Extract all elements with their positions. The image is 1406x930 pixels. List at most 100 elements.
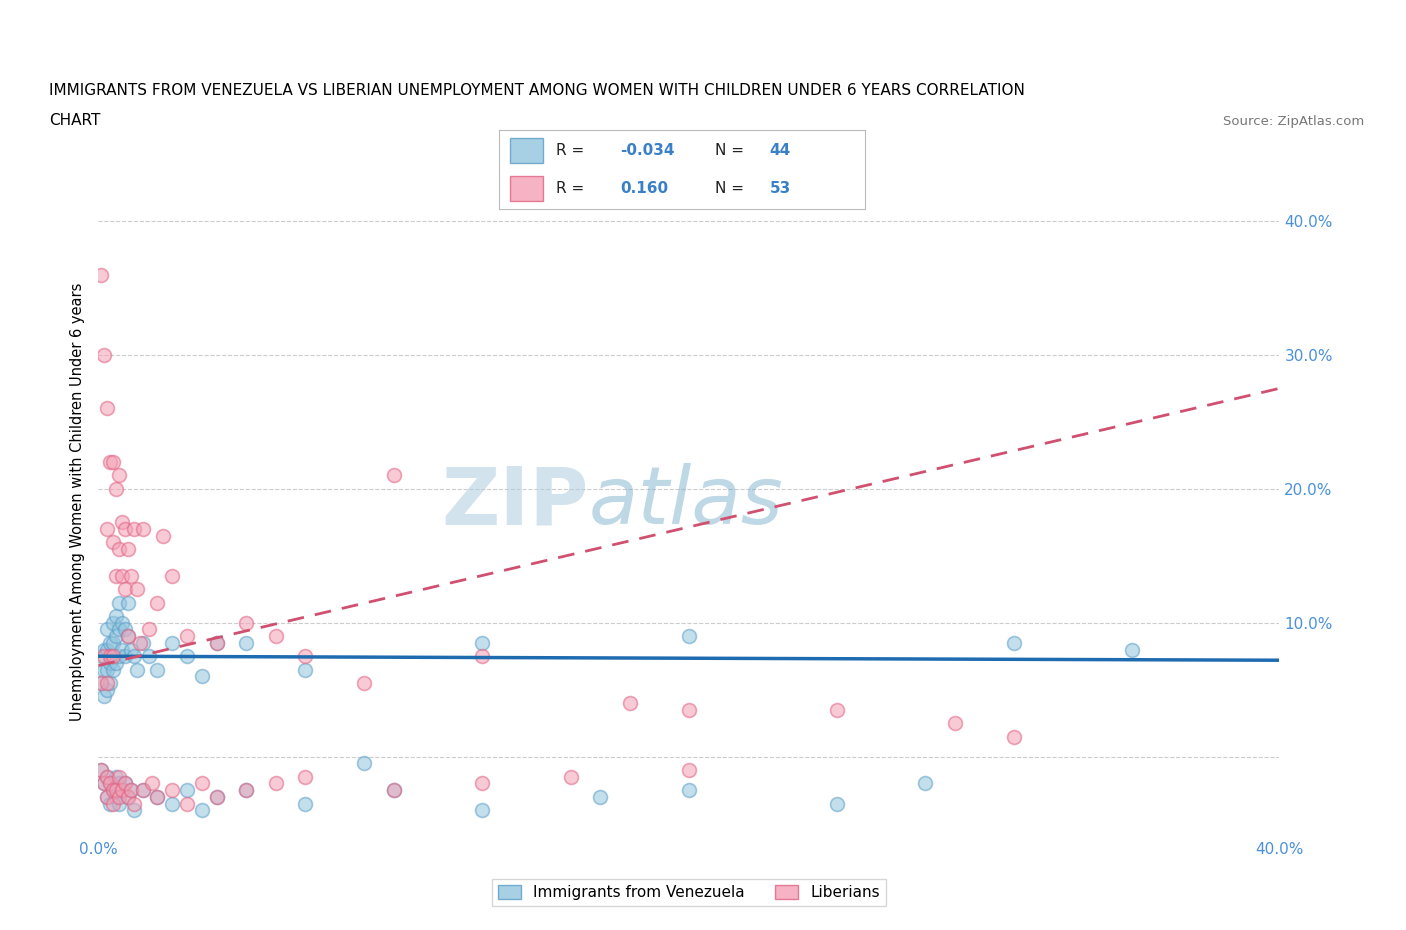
Point (90, 675, 112, 690)
Point (108, 541, 131, 556)
Point (108, 769, 131, 784)
Point (132, 635, 155, 650)
Point (914, 776, 936, 790)
Point (111, 642, 134, 657)
Point (1121, 642, 1143, 657)
Point (132, 783, 155, 798)
Text: N =: N = (714, 181, 744, 196)
Point (125, 582, 148, 597)
Point (1002, 729, 1025, 744)
Point (294, 662, 316, 677)
Point (93, 649, 115, 664)
Point (98, 776, 121, 790)
Point (235, 783, 257, 798)
Point (98, 455, 121, 470)
Point (146, 595, 169, 610)
Point (90, 675, 112, 690)
Point (103, 783, 125, 798)
Point (382, 468, 405, 483)
Point (96, 622, 118, 637)
Point (96, 683, 118, 698)
Bar (510, 139, 543, 164)
Point (122, 803, 145, 817)
Point (825, 702, 848, 717)
Point (111, 568, 134, 583)
Point (114, 522, 136, 537)
Text: CHART: CHART (49, 113, 101, 128)
Point (471, 776, 494, 790)
Point (96, 769, 118, 784)
Point (96, 401, 118, 416)
Point (93, 776, 115, 790)
Point (96, 642, 118, 657)
Point (98, 635, 121, 650)
Point (103, 535, 125, 550)
Point (162, 635, 183, 650)
Point (264, 776, 287, 790)
Point (103, 455, 125, 470)
Text: 0.160: 0.160 (620, 181, 668, 196)
Point (122, 522, 145, 537)
Point (122, 649, 145, 664)
Point (162, 783, 183, 798)
Point (108, 776, 131, 790)
Point (678, 763, 700, 777)
Point (125, 662, 148, 677)
Point (117, 629, 139, 644)
Point (120, 783, 142, 798)
Point (141, 776, 163, 790)
Point (120, 783, 142, 798)
Point (108, 649, 131, 664)
Point (105, 482, 128, 497)
Point (98, 776, 121, 790)
Text: R =: R = (555, 143, 583, 158)
Point (96, 769, 118, 784)
Point (678, 783, 700, 798)
Point (117, 541, 139, 556)
Point (132, 783, 155, 798)
Point (108, 595, 131, 610)
Point (93, 348, 115, 363)
Legend: Immigrants from Venezuela, Liberians: Immigrants from Venezuela, Liberians (492, 879, 886, 907)
Point (96, 675, 118, 690)
Point (111, 515, 134, 530)
Point (105, 769, 128, 784)
Text: -0.034: -0.034 (620, 143, 675, 158)
Point (176, 783, 198, 798)
Text: 44: 44 (769, 143, 792, 158)
Point (90, 763, 112, 777)
Point (146, 790, 169, 804)
Point (162, 796, 183, 811)
Point (120, 642, 142, 657)
Point (120, 568, 142, 583)
Point (103, 783, 125, 798)
Point (114, 582, 136, 597)
Point (678, 702, 700, 717)
Point (108, 468, 131, 483)
Point (103, 616, 125, 631)
Point (162, 568, 183, 583)
Point (560, 769, 582, 784)
Point (90, 763, 112, 777)
Point (90, 267, 112, 282)
Point (128, 635, 150, 650)
Point (111, 783, 134, 798)
Point (619, 696, 641, 711)
Point (235, 616, 257, 631)
Point (103, 635, 125, 650)
Point (90, 649, 112, 664)
Point (353, 756, 375, 771)
Point (108, 790, 131, 804)
Point (294, 769, 316, 784)
Point (471, 635, 494, 650)
Point (471, 649, 494, 664)
Point (117, 595, 139, 610)
Point (111, 616, 134, 631)
Point (105, 608, 128, 623)
Point (114, 649, 136, 664)
Point (146, 662, 169, 677)
Point (105, 656, 128, 671)
Point (105, 568, 128, 583)
Text: ZIP: ZIP (441, 463, 589, 541)
Point (294, 796, 316, 811)
